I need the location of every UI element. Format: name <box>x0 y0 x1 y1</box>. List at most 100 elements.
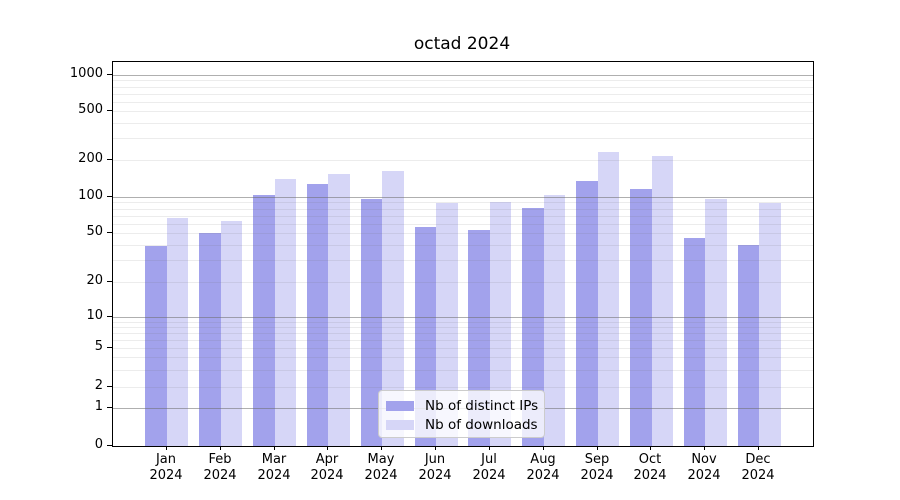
bar-distinct-ips-mar <box>253 194 275 446</box>
minor-gridline <box>113 224 813 225</box>
bar-distinct-ips-dec <box>737 244 760 446</box>
chart-title: octad 2024 <box>413 34 511 54</box>
plot-area <box>112 61 814 447</box>
x-tick-label-jul: Jul 2024 <box>472 452 506 483</box>
y-tick-label-100: 100 <box>78 188 103 203</box>
x-tick-label-may: May 2024 <box>364 452 398 483</box>
y-tick-label-50: 50 <box>86 224 103 239</box>
bar-downloads-jul <box>489 201 512 446</box>
minor-gridline <box>113 387 813 388</box>
minor-gridline <box>113 80 813 81</box>
x-tick-label-dec: Dec 2024 <box>741 452 775 483</box>
y-tick-label-1000: 1000 <box>69 66 103 81</box>
y-tick-mark <box>107 445 112 446</box>
x-tick-label-sep: Sep 2024 <box>580 452 614 483</box>
x-tick-label-jan: Jan 2024 <box>149 452 183 483</box>
x-tick-mark <box>435 446 436 450</box>
x-tick-mark <box>704 446 705 450</box>
bar-downloads-oct <box>651 155 673 446</box>
y-tick-label-1: 1 <box>94 399 103 414</box>
major-gridline <box>113 317 813 318</box>
bar-distinct-ips-nov <box>683 237 706 446</box>
bar-downloads-mar <box>274 179 296 446</box>
minor-gridline <box>113 322 813 323</box>
x-tick-label-oct: Oct 2024 <box>633 452 667 483</box>
minor-gridline <box>113 282 813 283</box>
x-tick-label-feb: Feb 2024 <box>203 452 237 483</box>
y-tick-label-10: 10 <box>86 308 103 323</box>
bar-distinct-ips-aug <box>522 207 544 446</box>
minor-gridline <box>113 138 813 139</box>
y-tick-label-5: 5 <box>94 339 103 354</box>
x-tick-mark <box>758 446 759 450</box>
major-gridline <box>113 75 813 76</box>
x-tick-mark <box>327 446 328 450</box>
bar-downloads-jun <box>436 202 458 446</box>
minor-gridline <box>113 233 813 234</box>
y-tick-mark <box>107 281 112 282</box>
y-tick-mark <box>107 196 112 197</box>
major-gridline <box>113 197 813 198</box>
y-tick-label-20: 20 <box>86 273 103 288</box>
minor-gridline <box>113 340 813 341</box>
bar-distinct-ips-may <box>360 198 383 446</box>
legend: Nb of distinct IPs Nb of downloads <box>378 390 545 438</box>
bar-downloads-feb <box>220 221 243 446</box>
minor-gridline <box>113 111 813 112</box>
legend-label-downloads: Nb of downloads <box>425 417 538 433</box>
x-tick-label-apr: Apr 2024 <box>310 452 344 483</box>
bar-downloads-dec <box>759 202 781 446</box>
minor-gridline <box>113 209 813 210</box>
x-tick-mark <box>166 446 167 450</box>
minor-gridline <box>113 370 813 371</box>
x-tick-mark <box>381 446 382 450</box>
minor-gridline <box>113 216 813 217</box>
minor-gridline <box>113 245 813 246</box>
y-tick-mark <box>107 386 112 387</box>
x-tick-label-nov: Nov 2024 <box>687 452 721 483</box>
y-tick-mark <box>107 159 112 160</box>
y-tick-label-500: 500 <box>78 102 103 117</box>
bar-downloads-apr <box>328 173 350 446</box>
x-tick-mark <box>650 446 651 450</box>
x-tick-mark <box>597 446 598 450</box>
y-tick-label-2: 2 <box>94 378 103 393</box>
x-tick-mark <box>274 446 275 450</box>
minor-gridline <box>113 94 813 95</box>
minor-gridline <box>113 102 813 103</box>
minor-gridline <box>113 260 813 261</box>
x-tick-label-mar: Mar 2024 <box>257 452 291 483</box>
bar-downloads-aug <box>543 194 566 446</box>
y-tick-mark <box>107 74 112 75</box>
y-tick-mark <box>107 347 112 348</box>
y-tick-mark <box>107 110 112 111</box>
minor-gridline <box>113 357 813 358</box>
y-tick-label-200: 200 <box>78 151 103 166</box>
y-tick-mark <box>107 407 112 408</box>
bar-distinct-ips-feb <box>199 233 221 446</box>
legend-label-distinct-ips: Nb of distinct IPs <box>425 398 539 414</box>
minor-gridline <box>113 160 813 161</box>
bar-downloads-jan <box>166 217 189 446</box>
y-tick-label-0: 0 <box>94 437 103 452</box>
bar-distinct-ips-apr <box>306 183 329 446</box>
minor-gridline <box>113 202 813 203</box>
y-tick-mark <box>107 316 112 317</box>
x-tick-mark <box>220 446 221 450</box>
minor-gridline <box>113 87 813 88</box>
bar-distinct-ips-jan <box>145 246 167 446</box>
bar-distinct-ips-sep <box>576 180 598 446</box>
legend-item-downloads: Nb of downloads <box>386 416 538 434</box>
legend-item-distinct-ips: Nb of distinct IPs <box>386 397 539 415</box>
bar-downloads-may <box>382 170 404 446</box>
bar-downloads-sep <box>597 151 620 446</box>
x-tick-label-jun: Jun 2024 <box>418 452 452 483</box>
x-tick-mark <box>489 446 490 450</box>
bar-downloads-nov <box>705 198 727 446</box>
x-tick-mark <box>543 446 544 450</box>
legend-swatch-downloads <box>386 420 414 430</box>
minor-gridline <box>113 327 813 328</box>
y-tick-mark <box>107 232 112 233</box>
minor-gridline <box>113 333 813 334</box>
